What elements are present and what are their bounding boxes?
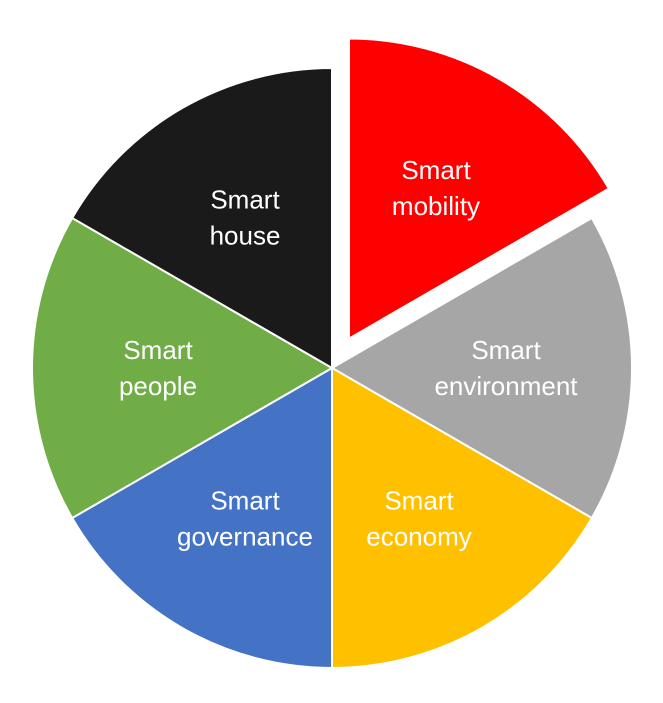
pie-slice-group-smart-mobility: Smart mobility: [348, 37, 611, 341]
pie-slice-group-smart-people: Smart people: [31, 216, 334, 520]
slice-label-line1-smart-environment: Smart: [471, 335, 541, 365]
slice-label-line1-smart-mobility: Smart: [401, 155, 471, 185]
pie-slice-smart-governance: [70, 366, 333, 670]
pie-slice-smart-house: [70, 66, 333, 370]
slice-label-line2-smart-mobility: mobility: [392, 191, 480, 221]
pie-slice-smart-mobility: [348, 37, 611, 341]
slice-label-line2-smart-governance: governance: [177, 522, 313, 552]
slice-label-line1-smart-people: Smart: [123, 335, 193, 365]
slice-label-line2-smart-house: house: [210, 220, 281, 250]
slice-label-line2-smart-environment: environment: [434, 371, 578, 401]
slice-label-line2-smart-people: people: [119, 371, 197, 401]
pie-slice-group-smart-governance: Smart governance: [70, 366, 333, 670]
pie-slice-smart-environment: [329, 216, 634, 520]
pie-slice-group-smart-environment: Smart environment: [329, 216, 634, 520]
pie-slice-group-smart-economy: Smart economy: [331, 366, 594, 670]
slice-label-line1-smart-house: Smart: [210, 184, 280, 214]
slice-label-line1-smart-governance: Smart: [210, 486, 280, 516]
pie-slice-group-smart-house: Smart house: [70, 66, 333, 370]
pie-slice-smart-people: [31, 216, 334, 520]
slice-label-line1-smart-economy: Smart: [384, 486, 454, 516]
slice-label-line2-smart-economy: economy: [366, 522, 472, 552]
pie-slice-smart-economy: [331, 366, 594, 670]
